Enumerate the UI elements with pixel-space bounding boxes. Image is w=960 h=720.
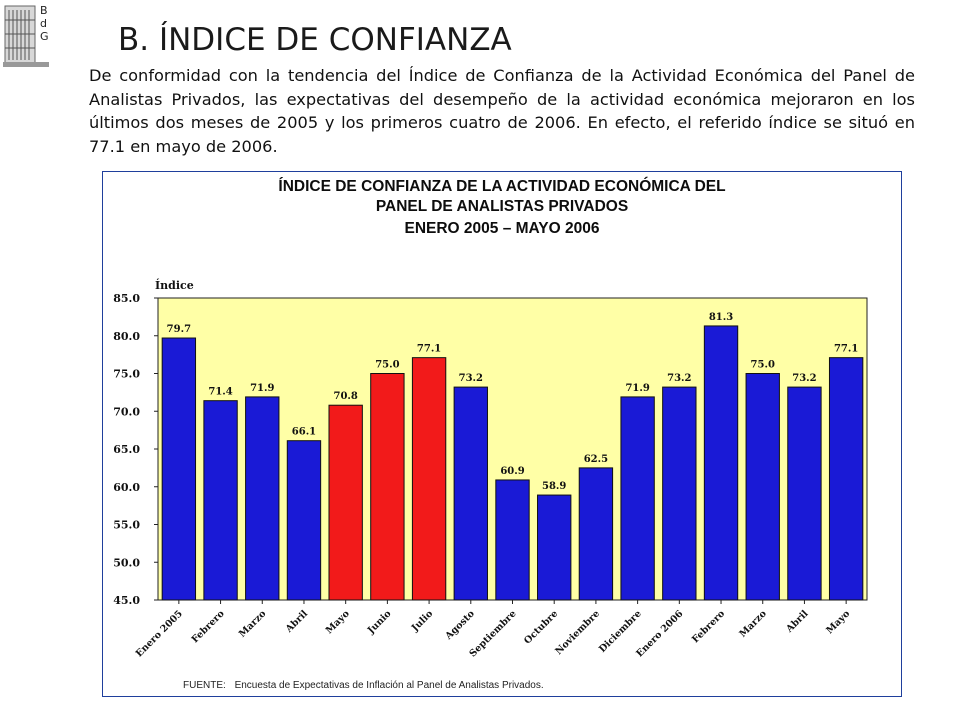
data-label: 60.9 [500,466,524,477]
logo-letter: d [40,17,47,30]
bar [703,325,739,601]
y-tick-label: 80.0 [113,330,140,343]
intro-paragraph: De conformidad con la tendencia del Índi… [89,66,915,156]
data-label: 71.9 [625,383,649,394]
chart-source: FUENTE: Encuesta de Expectativas de Infl… [183,680,550,691]
data-label: 70.8 [333,391,357,402]
y-tick-label: 85.0 [113,292,140,305]
bar [161,337,197,601]
x-tick-label: Marzo [737,608,768,639]
bar [537,494,572,601]
bar [286,440,322,601]
data-label: 81.3 [709,312,733,323]
data-label: 75.0 [375,360,399,371]
logo-letter: G [40,30,49,43]
y-axis-label: Índice [155,278,194,292]
y-tick-label: 45.0 [113,594,140,607]
x-tick-label: Enero 2005 [134,608,185,659]
x-tick-label: Mayo [324,608,352,636]
chart-title-line: ENERO 2005 – MAYO 2006 [404,220,600,237]
bar [203,400,238,601]
x-tick-label: Febrero [690,608,727,645]
bar [495,479,530,601]
data-label: 77.1 [834,344,858,355]
x-tick-label: Febrero [190,608,227,645]
data-label: 62.5 [584,454,608,465]
logo-letter: B [40,4,48,17]
y-tick-label: 50.0 [113,556,140,569]
bar [620,396,655,601]
chart-title-line: ÍNDICE DE CONFIANZA DE LA ACTIVIDAD ECON… [278,178,726,195]
data-label: 58.9 [542,481,566,492]
bar [328,404,363,601]
bar-chart: Índice 45.0 50.0 55.0 60.0 65.0 70.0 75.0 80.0 85… [113,278,868,659]
y-tick-label: 70.0 [113,405,140,418]
bank-logo: B d G [2,0,50,70]
source-text: Encuesta de Expectativas de Inflación al… [234,680,544,691]
chart-panel: ÍNDICE DE CONFIANZA DE LA ACTIVIDAD ECON… [102,171,902,697]
data-label: 79.7 [167,324,191,335]
bar [245,396,280,601]
y-tick-label: 60.0 [113,481,140,494]
x-tick-label: Abril [784,608,811,635]
data-label: 66.1 [292,427,316,438]
data-label: 73.2 [792,373,816,384]
x-tick-label: Noviembre [553,608,602,657]
y-tick-label: 75.0 [113,368,140,381]
page-title: B. ÍNDICE DE CONFIANZA [118,22,512,58]
data-label: 75.0 [751,360,775,371]
chart-title-line: PANEL DE ANALISTAS PRIVADOS [375,198,629,215]
source-label: FUENTE: [183,680,226,691]
x-tick-label: Octubre [522,608,560,646]
data-label: 71.4 [208,387,232,398]
bar [411,357,447,601]
x-tick-label: Junio [365,608,393,636]
bar [370,373,405,601]
x-tick-label: Mayo [824,608,852,636]
x-tick-label: Julio [409,608,435,634]
bar [787,386,822,601]
y-tick-label: 65.0 [113,443,140,456]
building-logo-icon [3,5,49,67]
x-tick-label: Marzo [237,608,268,639]
bar [662,386,697,601]
data-label: 73.2 [667,373,691,384]
data-label: 71.9 [250,383,274,394]
data-label: 77.1 [417,344,441,355]
x-tick-label: Abril [283,608,310,635]
data-label: 73.2 [459,373,483,384]
y-tick-label: 55.0 [113,519,140,532]
bar [745,373,780,601]
x-tick-label: Agosto [443,608,477,642]
logo-letters: B d G [40,4,49,43]
bar [828,357,864,601]
bar [453,386,488,601]
bar [578,467,614,601]
